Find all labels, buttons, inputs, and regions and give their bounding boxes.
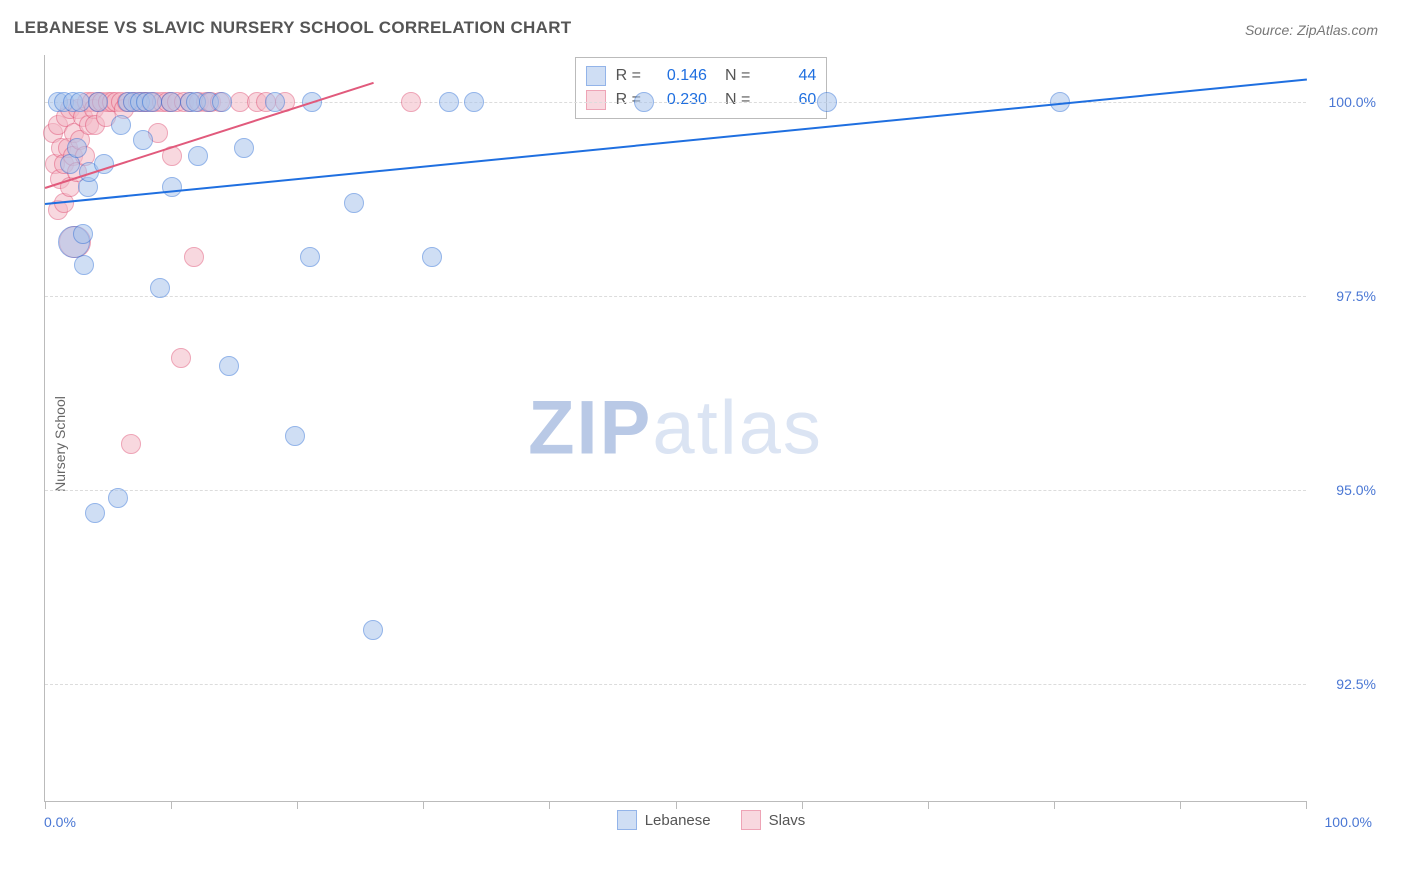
gridline-h [45, 684, 1306, 685]
x-tick [1306, 801, 1307, 809]
x-tick [45, 801, 46, 809]
legend-n-value-slavs: 60 [760, 91, 816, 109]
data-point-lebanese [285, 426, 305, 446]
legend-swatch-slavs [586, 90, 606, 110]
data-point-lebanese [464, 92, 484, 112]
data-point-lebanese [73, 224, 93, 244]
legend-r-value-slavs: 0.230 [651, 91, 707, 109]
chart-title: LEBANESE VS SLAVIC NURSERY SCHOOL CORREL… [14, 18, 571, 38]
data-point-slavs [184, 247, 204, 267]
chart-area: Nursery School ZIPatlas R =0.146N =44R =… [44, 55, 1378, 832]
data-point-lebanese [133, 130, 153, 150]
source-label: Source: ZipAtlas.com [1245, 22, 1378, 38]
data-point-lebanese [422, 247, 442, 267]
data-point-lebanese [150, 278, 170, 298]
legend-item-lebanese: Lebanese [617, 810, 711, 830]
data-point-slavs [171, 348, 191, 368]
legend-n-label: N = [725, 67, 750, 85]
x-tick [802, 801, 803, 809]
gridline-h [45, 490, 1306, 491]
gridline-h [45, 296, 1306, 297]
watermark: ZIPatlas [528, 385, 823, 472]
data-point-lebanese [817, 92, 837, 112]
data-point-lebanese [74, 255, 94, 275]
legend-n-label: N = [725, 91, 750, 109]
plot-region: ZIPatlas R =0.146N =44R =0.230N =60 100.… [44, 55, 1306, 802]
correlation-legend: R = 0.146 N = 44R = 0.230 N = 60 [575, 57, 828, 119]
y-tick-label: 92.5% [1314, 676, 1376, 692]
data-point-lebanese [161, 92, 181, 112]
data-point-lebanese [344, 193, 364, 213]
data-point-lebanese [212, 92, 232, 112]
y-tick-label: 97.5% [1314, 288, 1376, 304]
data-point-lebanese [188, 146, 208, 166]
data-point-lebanese [234, 138, 254, 158]
legend-row-lebanese: R = 0.146 N = 44 [586, 64, 817, 88]
legend-label-lebanese: Lebanese [645, 812, 711, 829]
legend-label-slavs: Slavs [769, 812, 806, 829]
data-point-lebanese [300, 247, 320, 267]
legend-r-label: R = [616, 67, 641, 85]
data-point-lebanese [219, 356, 239, 376]
data-point-lebanese [88, 92, 108, 112]
legend-swatch-slavs [741, 810, 761, 830]
legend-swatch-lebanese [617, 810, 637, 830]
x-tick [549, 801, 550, 809]
data-point-lebanese [67, 138, 87, 158]
x-tick [297, 801, 298, 809]
data-point-lebanese [363, 620, 383, 640]
data-point-lebanese [439, 92, 459, 112]
y-tick-label: 100.0% [1314, 94, 1376, 110]
x-tick [171, 801, 172, 809]
legend-item-slavs: Slavs [741, 810, 806, 830]
data-point-lebanese [111, 115, 131, 135]
data-point-lebanese [162, 177, 182, 197]
legend-row-slavs: R =0.230N =60 [586, 88, 817, 112]
data-point-lebanese [85, 503, 105, 523]
legend-swatch-lebanese [586, 66, 606, 86]
x-tick [676, 801, 677, 809]
data-point-slavs [121, 434, 141, 454]
legend-r-value-lebanese: 0.146 [651, 67, 707, 85]
x-tick [928, 801, 929, 809]
data-point-slavs [401, 92, 421, 112]
data-point-lebanese [634, 92, 654, 112]
data-point-lebanese [108, 488, 128, 508]
x-axis-min-label: 0.0% [44, 814, 76, 830]
x-tick [423, 801, 424, 809]
data-point-lebanese [142, 92, 162, 112]
x-tick [1180, 801, 1181, 809]
legend-n-value-lebanese: 44 [760, 67, 816, 85]
x-axis-max-label: 100.0% [1325, 814, 1372, 830]
x-tick [1054, 801, 1055, 809]
y-tick-label: 95.0% [1314, 482, 1376, 498]
series-legend: Lebanese Slavs [44, 810, 1378, 830]
data-point-lebanese [265, 92, 285, 112]
